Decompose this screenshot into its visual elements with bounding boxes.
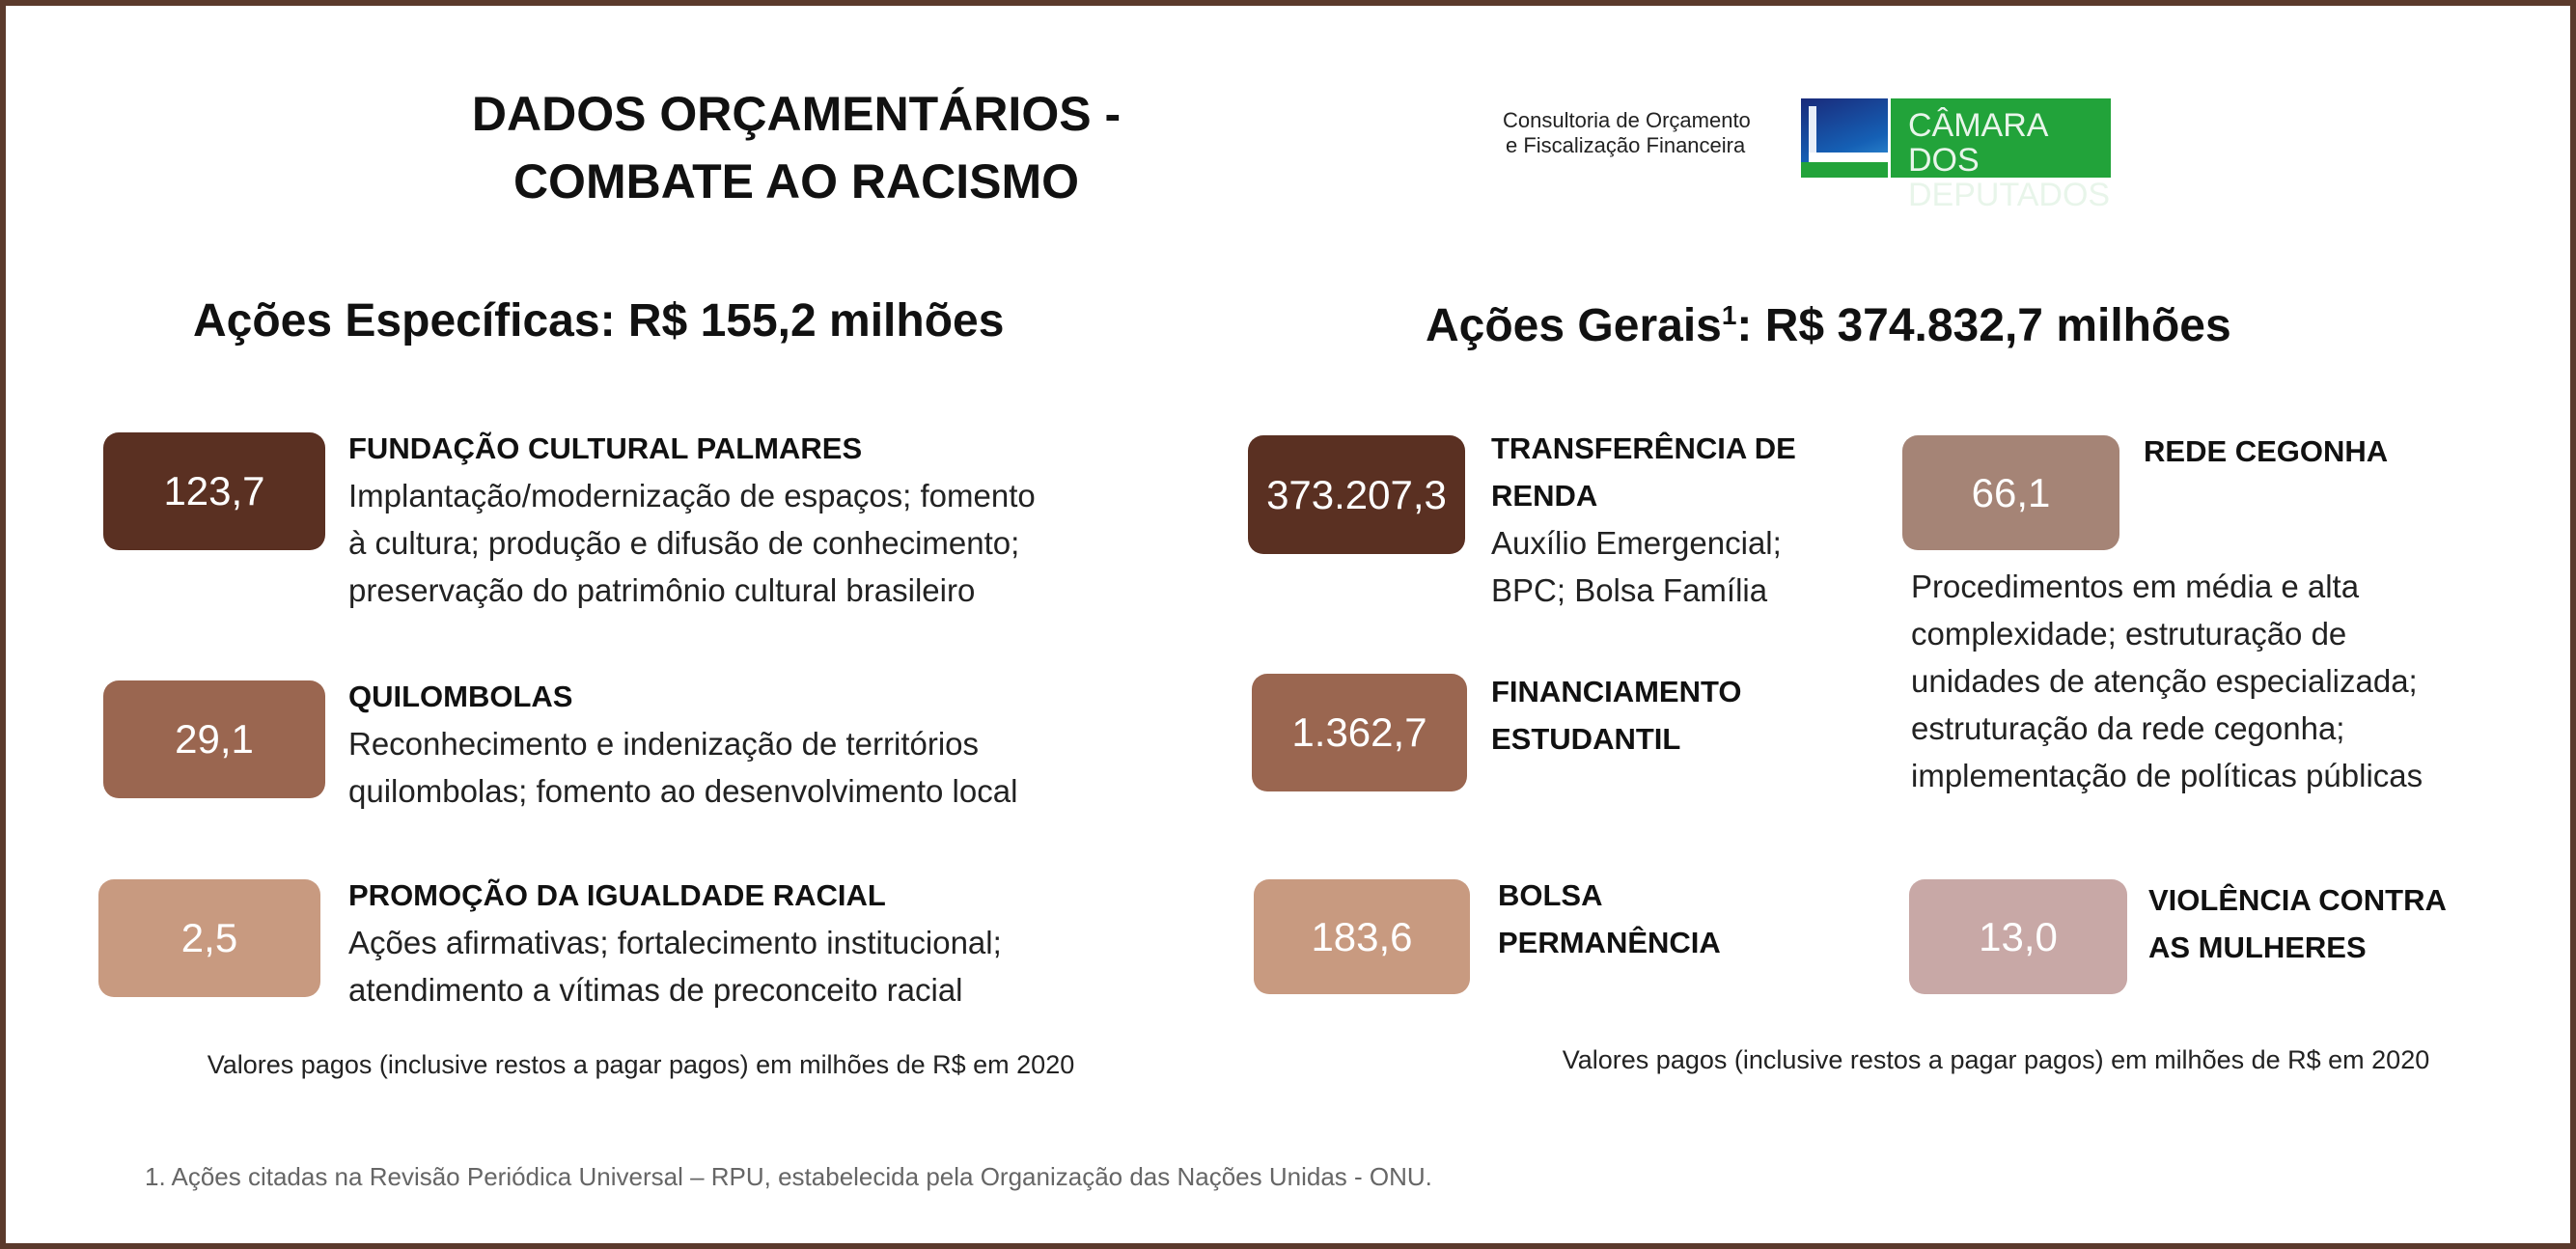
- left-note: Valores pagos (inclusive restos a pagar …: [207, 1050, 1075, 1079]
- logo-brand-line1: CÂMARA DOS: [1908, 107, 2047, 179]
- item-title: QUILOMBOLAS: [348, 680, 573, 713]
- item-title: FUNDAÇÃO CULTURAL PALMARES: [348, 431, 863, 465]
- page-title-line2: COMBATE AO RACISMO: [512, 154, 1080, 208]
- value-box: 123,7: [103, 432, 325, 550]
- value-box: 1.362,7: [1252, 674, 1467, 791]
- item-description: à cultura; produção e difusão de conheci…: [348, 525, 1020, 561]
- item-description: Auxílio Emergencial;: [1491, 525, 1782, 561]
- item-title: TRANSFERÊNCIA DE: [1491, 431, 1796, 465]
- item-description: estruturação da rede cegonha;: [1911, 710, 2345, 746]
- item-description: quilombolas; fomento ao desenvolvimento …: [348, 773, 1018, 809]
- item-title: PROMOÇÃO DA IGUALDADE RACIAL: [348, 878, 886, 912]
- value-box: 2,5: [98, 879, 320, 997]
- value-box: 29,1: [103, 680, 325, 798]
- logo-brand: CÂMARA DOS DEPUTADOS: [1891, 98, 2111, 212]
- item-title: RENDA: [1491, 479, 1598, 513]
- right-heading: Ações Gerais1: R$ 374.832,7 milhões: [1426, 299, 2231, 352]
- logo-brand-line2: DEPUTADOS: [1908, 177, 2111, 213]
- item-title: FINANCIAMENTO: [1491, 675, 1742, 708]
- item-title: AS MULHERES: [2148, 930, 2367, 964]
- item-description: Ações afirmativas; fortalecimento instit…: [348, 925, 1002, 960]
- page-title-line1: DADOS ORÇAMENTÁRIOS -: [471, 87, 1122, 141]
- item-description: unidades de atenção especializada;: [1911, 663, 2418, 699]
- item-title: PERMANÊNCIA: [1498, 926, 1721, 959]
- footnote: 1. Ações citadas na Revisão Periódica Un…: [145, 1162, 1432, 1191]
- item-description: Implantação/modernização de espaços; fom…: [348, 478, 1036, 513]
- item-title: BOLSA: [1498, 878, 1603, 912]
- value-box: 373.207,3: [1248, 435, 1465, 554]
- logo-text-line2: e Fiscalização Financeira: [1506, 133, 1746, 157]
- item-title: VIOLÊNCIA CONTRA: [2148, 883, 2447, 917]
- item-title: REDE CEGONHA: [2144, 434, 2389, 468]
- left-heading: Ações Específicas: R$ 155,2 milhões: [193, 295, 1005, 347]
- item-title: ESTUDANTIL: [1491, 722, 1681, 756]
- item-description: BPC; Bolsa Família: [1491, 572, 1768, 608]
- item-description: implementação de políticas públicas: [1911, 758, 2424, 793]
- logo-text-line1: Consultoria de Orçamento: [1503, 108, 1751, 132]
- item-description: Procedimentos em média e alta: [1911, 569, 2360, 604]
- value-box: 66,1: [1902, 435, 2119, 550]
- right-heading-prefix: Ações Gerais: [1426, 300, 1722, 351]
- footnote-marker: 1: [1721, 300, 1737, 330]
- value-box: 13,0: [1909, 879, 2127, 994]
- logo-emblem-icon: [1801, 98, 1888, 178]
- value-box: 183,6: [1254, 879, 1470, 994]
- right-heading-suffix: : R$ 374.832,7 milhões: [1736, 300, 2231, 351]
- item-description: atendimento a vítimas de preconceito rac…: [348, 972, 963, 1008]
- right-note: Valores pagos (inclusive restos a pagar …: [1562, 1045, 2430, 1074]
- item-description: preservação do patrimônio cultural brasi…: [348, 572, 976, 608]
- item-description: Reconhecimento e indenização de territór…: [348, 726, 980, 762]
- item-description: complexidade; estruturação de: [1911, 616, 2347, 652]
